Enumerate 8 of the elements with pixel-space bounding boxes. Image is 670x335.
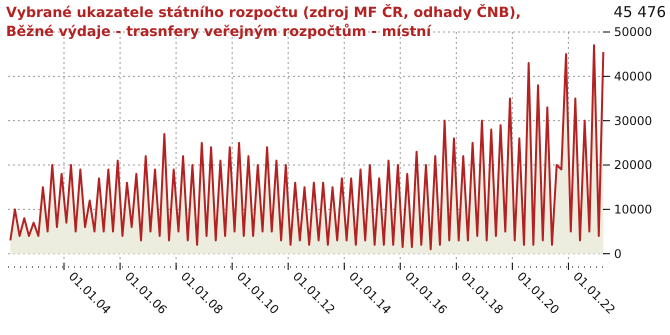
y-tick-label: 30000 xyxy=(614,114,652,128)
y-tick-label: 40000 xyxy=(614,70,652,84)
y-tick-label: 0 xyxy=(614,246,622,261)
y-tick-label: 50000 xyxy=(614,25,652,40)
y-tick-label: 10000 xyxy=(614,202,652,217)
y-tick-label: 20000 xyxy=(614,158,652,172)
text: 45 476 xyxy=(614,3,666,21)
chart-title: Vybrané ukazatele státního rozpočtu (zdroj MF ČR, odhady ČNB), Běžné výdaje - trasnfery veřejným rozpočtům - místní xyxy=(6,4,521,40)
